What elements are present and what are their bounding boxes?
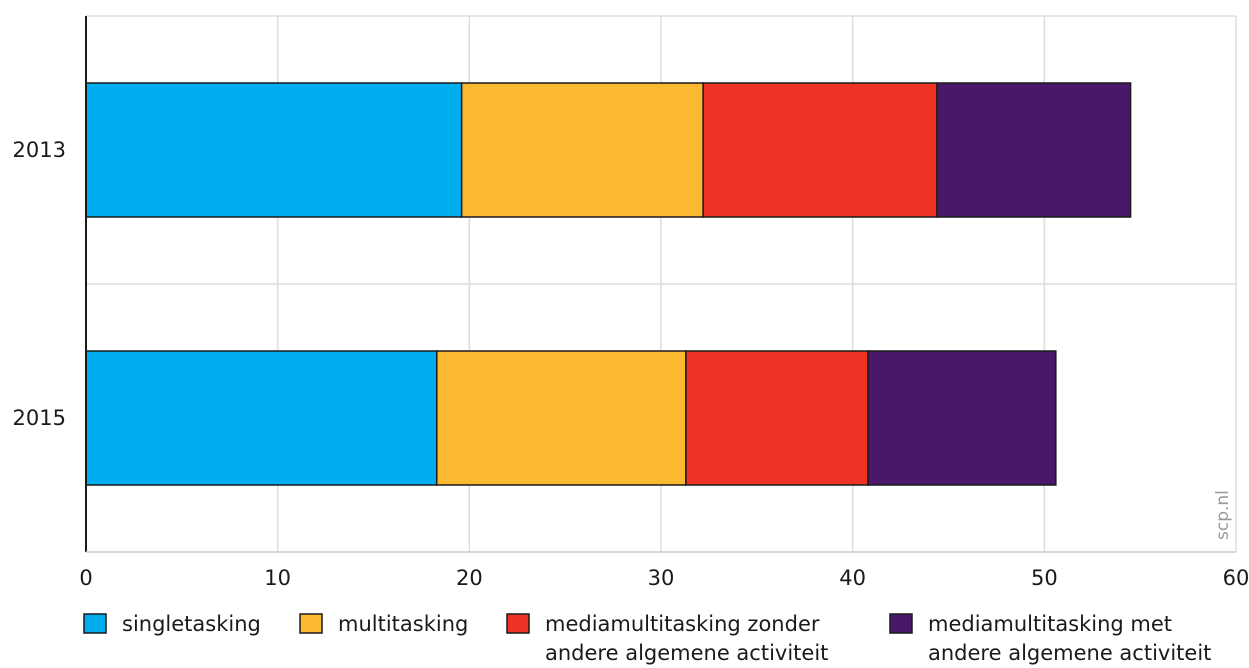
x-tick-labels: 0 10 20 30 40 50 60 (79, 566, 1249, 590)
legend-label-line2: andere algemene activiteit (545, 641, 828, 665)
y-tick-label: 2015 (13, 406, 66, 430)
bar-2013-series-3 (936, 82, 1132, 218)
bar-2013-series-2 (702, 82, 938, 218)
y-tick-labels: 2013 2015 (13, 138, 66, 430)
x-tick-label: 10 (264, 566, 291, 590)
legend-label: singletasking (122, 612, 261, 636)
legend-label: multitasking (338, 612, 468, 636)
x-tick-label: 60 (1223, 566, 1249, 590)
legend-swatch-0 (83, 613, 107, 634)
bar-2015-series-1 (436, 350, 687, 486)
legend-label: mediamultitasking zonder (545, 612, 820, 636)
x-tick-label: 30 (648, 566, 675, 590)
x-tick-label: 50 (1031, 566, 1058, 590)
x-tick-label: 0 (79, 566, 92, 590)
y-tick-label: 2013 (13, 138, 66, 162)
legend-swatch-2 (506, 613, 530, 634)
bar-2015-series-0 (85, 350, 438, 486)
watermark-text: scp.nl (1213, 490, 1233, 540)
x-tick-label: 20 (456, 566, 483, 590)
legend-label: mediamultitasking met (928, 612, 1172, 636)
bar-2013-series-0 (85, 82, 463, 218)
x-tick-label: 40 (839, 566, 866, 590)
bar-2015-series-3 (867, 350, 1057, 486)
bar-2015-series-2 (685, 350, 869, 486)
bar-2013-series-1 (460, 82, 704, 218)
legend-swatch-3 (889, 613, 913, 634)
axes (85, 16, 1236, 553)
legend-swatch-1 (299, 613, 323, 634)
bars (85, 82, 1132, 486)
legend-label-line2: andere algemene activiteit (928, 641, 1211, 665)
legend: singletasking multitasking mediamultitaski… (83, 612, 1211, 665)
